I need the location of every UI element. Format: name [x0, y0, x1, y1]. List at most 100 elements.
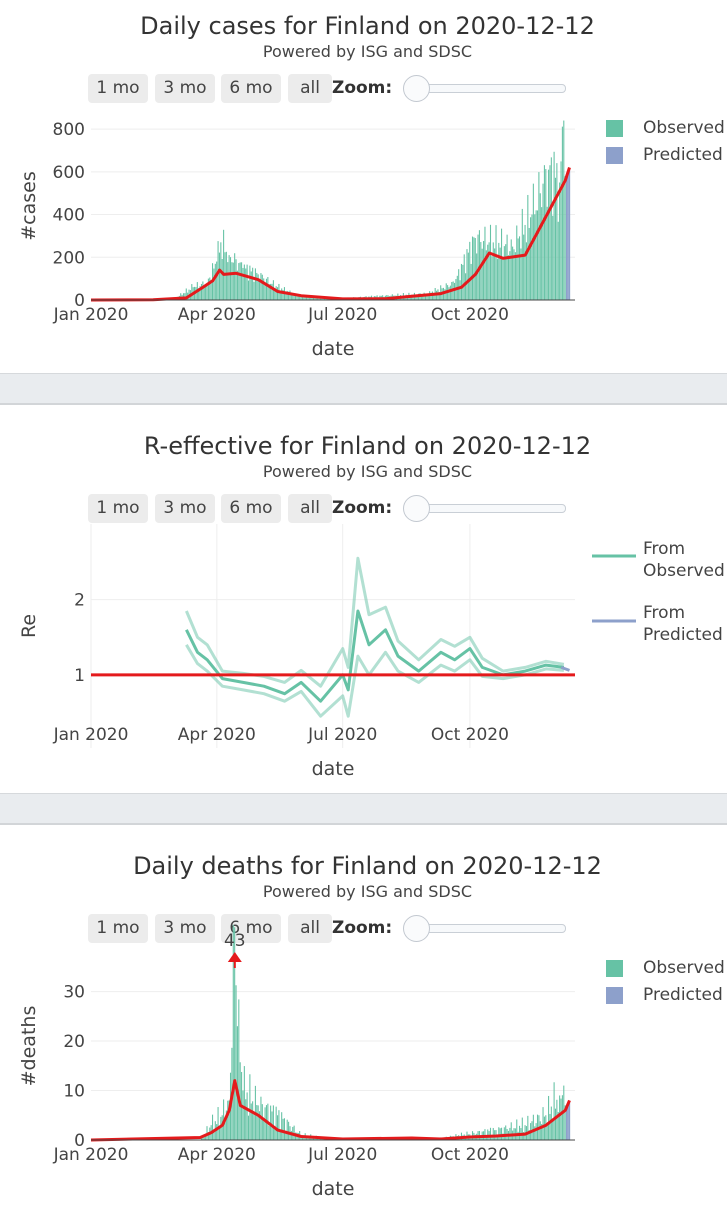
observed-bar[interactable]: [265, 1107, 266, 1140]
observed-bar[interactable]: [547, 207, 548, 300]
observed-bar[interactable]: [556, 1100, 557, 1140]
observed-bar[interactable]: [516, 1119, 517, 1140]
observed-bar[interactable]: [536, 210, 537, 300]
observed-bar[interactable]: [549, 1114, 550, 1140]
observed-bar[interactable]: [507, 235, 508, 300]
observed-bar[interactable]: [294, 1126, 295, 1140]
observed-bar[interactable]: [523, 235, 524, 300]
observed-bar[interactable]: [544, 1117, 545, 1140]
observed-bar[interactable]: [538, 172, 539, 300]
observed-bar[interactable]: [242, 268, 243, 300]
observed-bar[interactable]: [240, 262, 241, 300]
observed-bar[interactable]: [543, 1107, 544, 1140]
observed-bar[interactable]: [548, 1096, 549, 1140]
observed-bar[interactable]: [540, 193, 541, 300]
observed-bar[interactable]: [230, 257, 231, 300]
observed-bar[interactable]: [237, 1026, 238, 1140]
observed-bar[interactable]: [448, 287, 449, 300]
observed-bar[interactable]: [284, 1118, 285, 1140]
observed-bar[interactable]: [545, 1115, 546, 1140]
observed-bar[interactable]: [281, 288, 282, 300]
observed-bar[interactable]: [522, 1118, 523, 1140]
observed-bar[interactable]: [222, 1115, 223, 1140]
observed-bar[interactable]: [512, 247, 513, 300]
observed-bar[interactable]: [476, 253, 477, 300]
observed-bar[interactable]: [234, 253, 235, 300]
observed-bar[interactable]: [244, 265, 245, 300]
observed-bar[interactable]: [530, 217, 531, 300]
observed-bar[interactable]: [248, 281, 249, 300]
observed-bar[interactable]: [277, 1115, 278, 1140]
observed-bar[interactable]: [222, 259, 223, 300]
observed-bar[interactable]: [482, 249, 483, 300]
legend-predicted-swatch[interactable]: [606, 147, 623, 164]
observed-bar[interactable]: [454, 283, 455, 300]
observed-bar[interactable]: [223, 230, 224, 300]
observed-bar[interactable]: [484, 1129, 485, 1140]
observed-bar[interactable]: [498, 243, 499, 300]
observed-bar[interactable]: [493, 1128, 494, 1140]
observed-bar[interactable]: [258, 1105, 259, 1140]
observed-bar[interactable]: [249, 266, 250, 300]
observed-bar[interactable]: [554, 1082, 555, 1140]
observed-bar[interactable]: [233, 263, 234, 300]
observed-bar[interactable]: [529, 228, 530, 300]
observed-bar[interactable]: [266, 279, 267, 300]
observed-bar[interactable]: [277, 287, 278, 300]
observed-bar[interactable]: [247, 1092, 248, 1140]
observed-bar[interactable]: [495, 225, 496, 300]
observed-bar[interactable]: [501, 1128, 502, 1140]
observed-bar[interactable]: [527, 1116, 528, 1140]
observed-bar[interactable]: [227, 1101, 228, 1140]
observed-bar[interactable]: [531, 215, 532, 300]
observed-bar[interactable]: [231, 262, 232, 300]
observed-bar[interactable]: [475, 238, 476, 300]
observed-bar[interactable]: [262, 1104, 263, 1140]
observed-bar[interactable]: [519, 1126, 520, 1140]
observed-bar[interactable]: [281, 1112, 282, 1140]
observed-bar[interactable]: [244, 1066, 245, 1140]
observed-bar[interactable]: [511, 1122, 512, 1140]
observed-bar[interactable]: [519, 236, 520, 300]
observed-bar[interactable]: [245, 1099, 246, 1140]
observed-bar[interactable]: [490, 1128, 491, 1140]
observed-bar[interactable]: [253, 1114, 254, 1140]
observed-bar[interactable]: [534, 214, 535, 300]
observed-bar[interactable]: [558, 222, 559, 300]
legend-observed-swatch[interactable]: [606, 960, 623, 977]
observed-bar[interactable]: [466, 249, 467, 300]
observed-bar[interactable]: [238, 263, 239, 300]
observed-bar[interactable]: [224, 252, 225, 300]
legend-predicted-swatch[interactable]: [606, 987, 623, 1004]
observed-bar[interactable]: [543, 184, 544, 300]
observed-bar[interactable]: [511, 239, 512, 300]
observed-bar[interactable]: [242, 1091, 243, 1140]
legend-observed-label[interactable]: Observed: [643, 118, 725, 138]
observed-bar[interactable]: [256, 273, 257, 300]
observed-bar[interactable]: [515, 252, 516, 300]
observed-bar[interactable]: [215, 264, 216, 300]
observed-bar[interactable]: [191, 284, 192, 300]
observed-bar[interactable]: [464, 254, 465, 300]
observed-bar[interactable]: [276, 1107, 277, 1140]
legend-from-observed-label[interactable]: From Observed: [643, 538, 727, 582]
observed-bar[interactable]: [462, 265, 463, 300]
observed-bar[interactable]: [238, 999, 239, 1140]
observed-bar[interactable]: [216, 1124, 217, 1140]
observed-bar[interactable]: [469, 242, 470, 300]
legend-predicted-label[interactable]: Predicted: [643, 145, 723, 165]
observed-bar[interactable]: [269, 1126, 270, 1140]
observed-bar[interactable]: [536, 1123, 537, 1140]
observed-bar[interactable]: [216, 262, 217, 300]
observed-bar[interactable]: [560, 161, 561, 300]
observed-bar[interactable]: [247, 265, 248, 300]
observed-bar[interactable]: [260, 273, 261, 300]
observed-bar[interactable]: [480, 242, 481, 300]
predicted-bar[interactable]: [567, 172, 568, 300]
observed-bar[interactable]: [471, 264, 472, 300]
observed-bar[interactable]: [537, 210, 538, 300]
observed-bar[interactable]: [544, 165, 545, 300]
observed-bar[interactable]: [245, 268, 246, 300]
predicted-bar[interactable]: [566, 1107, 567, 1140]
